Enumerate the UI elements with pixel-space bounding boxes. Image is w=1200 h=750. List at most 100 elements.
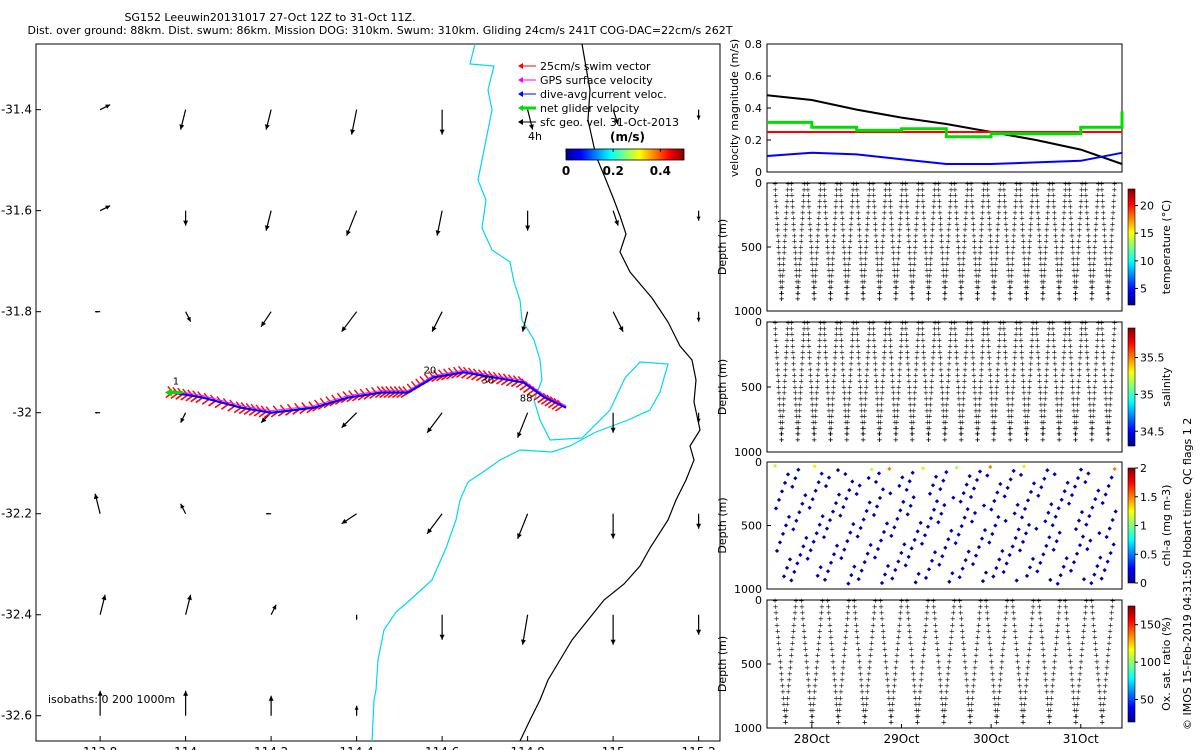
temperature-point: +: [809, 261, 815, 269]
oxygen-point: +: [851, 597, 857, 605]
salinity-point: +: [1102, 378, 1108, 386]
temperature-point: +: [840, 232, 846, 240]
salinity-point: +: [864, 372, 870, 380]
temperature-point: +: [1079, 186, 1085, 194]
chlorophyll-point: [943, 545, 948, 550]
temperature-point: +: [881, 220, 887, 228]
oxygen-point: +: [916, 700, 922, 708]
temperature-point: +: [1028, 226, 1034, 234]
geo-vector-head: [186, 316, 191, 322]
oxygen-point: +: [868, 646, 874, 654]
salinity-point: +: [863, 389, 869, 397]
chlorophyll-point: [1031, 481, 1037, 486]
oxygen-point: +: [787, 664, 793, 672]
salinity-point: +: [779, 430, 785, 438]
salinity-point: +: [1093, 372, 1099, 380]
temperature-point: +: [882, 192, 888, 200]
chlorophyll-point: [887, 466, 892, 471]
chlorophyll-point: [793, 476, 798, 481]
salinity-y-tick-label: 0: [755, 316, 762, 329]
salinity-point: +: [937, 342, 943, 350]
oxygen-point: +: [1040, 640, 1046, 648]
temperature-point: +: [1002, 197, 1008, 205]
oxygen-point: +: [910, 670, 916, 678]
salinity-point: +: [1053, 378, 1059, 386]
salinity-point: +: [797, 395, 803, 403]
salinity-point: +: [937, 354, 943, 362]
temperature-point: +: [903, 192, 909, 200]
temperature-point: +: [924, 261, 930, 269]
salinity-point: +: [1014, 319, 1020, 327]
chlorophyll-point: [896, 559, 901, 564]
salinity-point: +: [834, 325, 840, 333]
oxygen-point: +: [1073, 719, 1079, 727]
salinity-point: +: [986, 354, 992, 362]
oxygen-point: +: [1103, 670, 1109, 678]
temperature-point: +: [1087, 266, 1093, 274]
chlorophyll-point: [940, 554, 945, 559]
oxygen-point: +: [817, 621, 823, 629]
geo-vector-head: [614, 220, 619, 226]
temperature-point: +: [1109, 238, 1115, 246]
salinity-point: +: [889, 366, 895, 374]
chlorophyll-point: [807, 505, 812, 510]
salinity-point: +: [1036, 360, 1042, 368]
chlorophyll-point: [967, 473, 972, 479]
oxygen-point: +: [1012, 627, 1018, 635]
salinity-point: +: [1051, 348, 1057, 356]
temperature-point: +: [896, 249, 902, 257]
temperature-point: +: [972, 243, 978, 251]
salinity-point: +: [955, 383, 961, 391]
salinity-point: +: [971, 378, 977, 386]
salinity-point: +: [1038, 401, 1044, 409]
salinity-point: +: [1029, 331, 1035, 339]
salinity-point: +: [996, 337, 1002, 345]
chlorophyll-point: [911, 495, 916, 500]
temperature-point: +: [1013, 192, 1019, 200]
chlorophyll-point: [833, 501, 839, 506]
geo-vector-head: [517, 533, 522, 539]
temperature-point: +: [795, 289, 801, 297]
temperature-point: +: [777, 266, 783, 274]
oxygen-point: +: [1046, 713, 1052, 721]
temperature-colorbar-label: temperature (°C): [1160, 200, 1173, 294]
salinity-point: +: [1108, 383, 1114, 391]
chlorophyll-point: [786, 514, 792, 519]
temperature-point: +: [1019, 209, 1025, 217]
salinity-point: +: [893, 430, 899, 438]
temperature-point: +: [896, 243, 902, 251]
geo-vector-head: [696, 629, 702, 635]
salinity-point: +: [795, 436, 801, 444]
temperature-point: +: [1078, 197, 1084, 205]
temperature-point: +: [930, 226, 936, 234]
swim-vector: [365, 387, 372, 395]
salinity-point: +: [1010, 389, 1016, 397]
oxygen-point: +: [931, 609, 937, 617]
oxygen-point: +: [827, 627, 833, 635]
oxygen-point: +: [782, 713, 788, 721]
oxygen-point: +: [866, 670, 872, 678]
temperature-point: +: [947, 215, 953, 223]
oxygen-point: +: [880, 627, 886, 635]
temperature-colorbar-tick-label: 15: [1140, 227, 1154, 240]
temperature-point: +: [981, 186, 987, 194]
salinity-point: +: [1019, 360, 1025, 368]
oxygen-point: +: [962, 658, 968, 666]
salinity-point: +: [976, 407, 982, 415]
temperature-point: +: [1108, 249, 1114, 257]
salinity-point: +: [891, 395, 897, 403]
temperature-point: +: [1057, 284, 1063, 292]
salinity-point: +: [1076, 383, 1082, 391]
chlorophyll-point: [939, 511, 944, 516]
temperature-point: +: [830, 249, 836, 257]
chlorophyll-point: [1041, 552, 1046, 557]
chlorophyll-point: [997, 557, 1002, 562]
salinity-point: +: [1105, 430, 1111, 438]
temperature-point: +: [1037, 238, 1043, 246]
oxygen-point: +: [832, 676, 838, 684]
temperature-point: +: [941, 272, 947, 280]
salinity-point: +: [1100, 337, 1106, 345]
oxygen-point: +: [999, 652, 1005, 660]
salinity-point: +: [1055, 418, 1061, 426]
temperature-y-label: Depth (m): [716, 219, 729, 275]
